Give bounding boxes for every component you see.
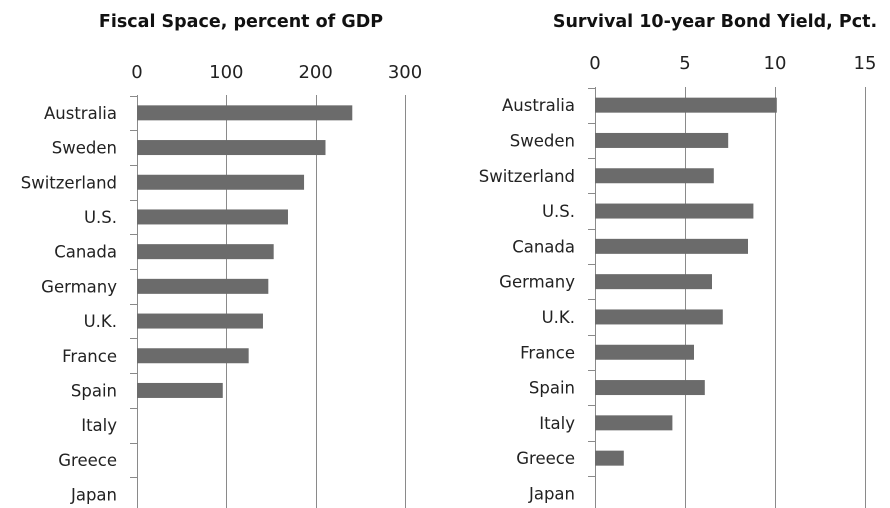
fiscal-category-label-greece: Greece xyxy=(58,451,117,470)
bond-category-label-australia: Australia xyxy=(502,96,575,115)
bond-x-tick-label-10: 10 xyxy=(764,53,787,74)
bond-bar-sweden xyxy=(595,132,729,148)
bond-category-label-france: France xyxy=(520,343,575,362)
fiscal-category-label-canada: Canada xyxy=(54,243,117,262)
bond-bar-germany xyxy=(595,274,712,290)
bond-bar-u-k xyxy=(595,309,723,325)
bond-category-label-japan: Japan xyxy=(528,484,575,503)
fiscal-category-label-u-k: U.K. xyxy=(84,312,117,331)
bond-x-tick-label-5: 5 xyxy=(679,53,690,74)
fiscal-x-tick-label-200: 200 xyxy=(298,62,332,83)
bond-category-label-italy: Italy xyxy=(539,414,575,433)
fiscal-bar-australia xyxy=(137,105,353,121)
fiscal-bar-u-k xyxy=(137,313,263,329)
bond-x-tick-label-15: 15 xyxy=(854,53,877,74)
fiscal-space-chart: Fiscal Space, percent of GDP 0 100 200 300 Au… xyxy=(21,12,422,508)
fiscal-category-label-spain: Spain xyxy=(71,381,117,400)
bond-category-label-switzerland: Switzerland xyxy=(479,167,575,186)
bond-category-label-germany: Germany xyxy=(499,273,575,292)
bond-category-label-u-k: U.K. xyxy=(542,308,575,327)
fiscal-category-label-sweden: Sweden xyxy=(52,139,117,158)
fiscal-bar-switzerland xyxy=(137,174,305,190)
bond-category-label-u-s: U.S. xyxy=(542,202,575,221)
fiscal-category-label-france: France xyxy=(62,347,117,366)
bond-category-label-greece: Greece xyxy=(516,449,575,468)
fiscal-chart-title: Fiscal Space, percent of GDP xyxy=(99,12,383,32)
bond-bar-france xyxy=(595,344,694,360)
bond-category-label-canada: Canada xyxy=(512,237,575,256)
bond-chart-title: Survival 10-year Bond Yield, Pct. xyxy=(553,12,877,32)
fiscal-x-tick-label-100: 100 xyxy=(209,62,243,83)
bond-bar-greece xyxy=(595,450,624,466)
bond-category-label-sweden: Sweden xyxy=(510,131,575,150)
bond-x-tick-label-0: 0 xyxy=(589,53,600,74)
bond-bar-australia xyxy=(595,97,777,113)
fiscal-bar-spain xyxy=(137,382,223,398)
bond-bar-switzerland xyxy=(595,168,714,184)
fiscal-x-tick-label-300: 300 xyxy=(388,62,422,83)
bond-bar-u-s xyxy=(595,203,754,219)
fiscal-x-tick-label-0: 0 xyxy=(131,62,142,83)
fiscal-bar-sweden xyxy=(137,140,326,156)
bond-category-label-spain: Spain xyxy=(529,379,575,398)
fiscal-bar-u-s xyxy=(137,209,288,225)
fiscal-category-label-italy: Italy xyxy=(81,416,117,435)
fiscal-bar-canada xyxy=(137,244,274,260)
fiscal-category-label-germany: Germany xyxy=(41,277,117,296)
fiscal-bar-germany xyxy=(137,278,269,294)
fiscal-category-label-switzerland: Switzerland xyxy=(21,173,117,192)
fiscal-category-label-japan: Japan xyxy=(70,486,117,505)
bond-bar-canada xyxy=(595,238,748,254)
fiscal-bar-france xyxy=(137,348,249,364)
bond-bar-spain xyxy=(595,380,705,396)
bond-yield-chart: Survival 10-year Bond Yield, Pct. 0 5 10 15 A… xyxy=(479,12,877,508)
fiscal-category-label-u-s: U.S. xyxy=(84,208,117,227)
bond-bar-italy xyxy=(595,415,673,431)
fiscal-category-label-australia: Australia xyxy=(44,104,117,123)
